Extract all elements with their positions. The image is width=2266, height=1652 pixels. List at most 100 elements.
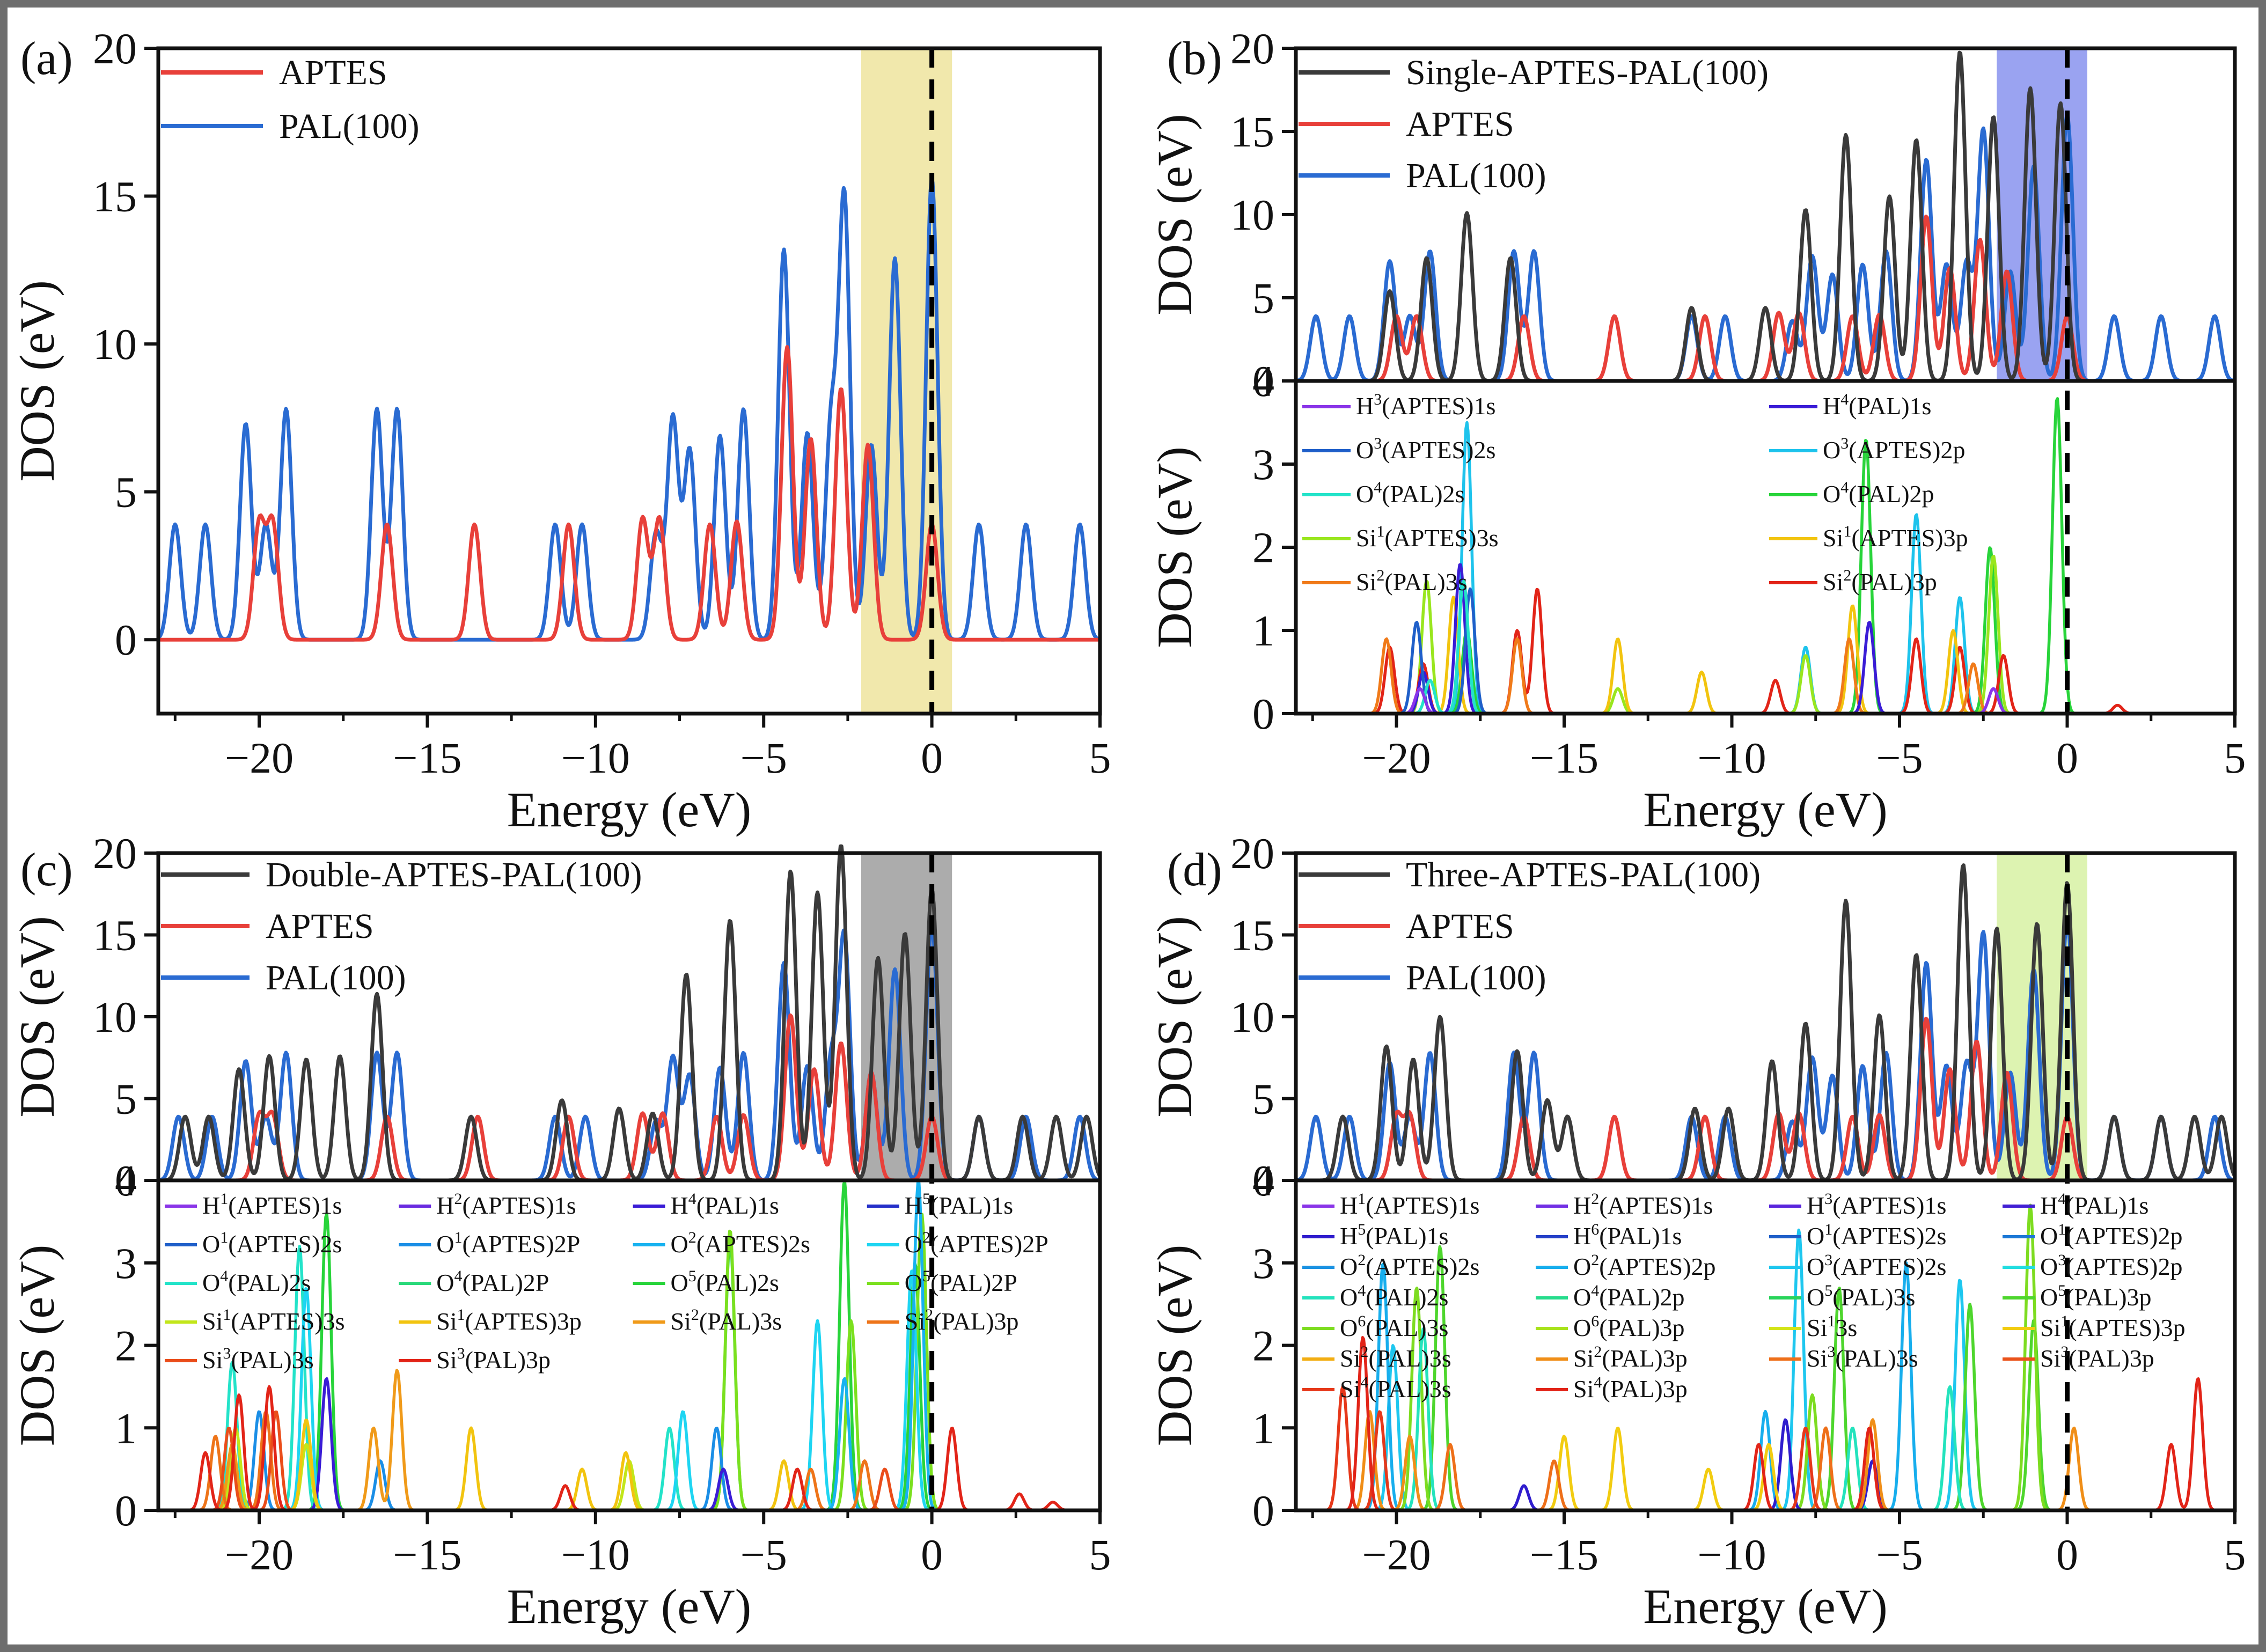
pdos-legend-label: O1(APTES)2s — [202, 1229, 342, 1258]
x-tick-label: −20 — [1362, 733, 1431, 782]
y-tick-label: 1 — [1252, 606, 1274, 655]
pdos-legend-label: Si13s — [1807, 1312, 1857, 1341]
y-tick-label: 5 — [1252, 1075, 1274, 1124]
pdos-legend-label: Si2(PAL)3p — [905, 1306, 1019, 1335]
y-tick-label: 0 — [115, 1486, 137, 1535]
y-tick-label: 3 — [1252, 1239, 1274, 1288]
x-tick-label: 0 — [2056, 733, 2078, 782]
pdos-legend-label: H3(APTES)1s — [1807, 1190, 1946, 1219]
y-tick-label: 20 — [1230, 829, 1274, 878]
legend-label: PAL(100) — [266, 958, 406, 997]
legend-label: APTES — [279, 53, 387, 92]
series-line — [157, 177, 1101, 642]
y-tick-label: 0 — [1252, 357, 1274, 406]
pdos-legend-label: H5(PAL)1s — [1340, 1221, 1448, 1250]
panel-letter: (d) — [1167, 844, 1222, 896]
y-tick-label: 15 — [93, 172, 137, 221]
pdos-legend-label: O3(APTES)2p — [1823, 435, 1965, 464]
legend-label: PAL(100) — [279, 107, 420, 146]
y-tick-label: 15 — [93, 911, 137, 960]
pdos-legend-label: H4(PAL)1s — [671, 1190, 779, 1219]
pdos-legend-label: O3(APTES)2p — [2040, 1251, 2182, 1280]
y-tick-label: 0 — [1252, 1156, 1274, 1205]
y-tick-label: 3 — [1252, 440, 1274, 489]
pdos-legend-label: Si4(PAL)3p — [1573, 1374, 1688, 1403]
pdos-legend-label: O3(APTES)2s — [1356, 435, 1495, 464]
x-tick-label: −15 — [393, 1530, 461, 1579]
x-tick-label: −5 — [740, 1530, 787, 1579]
y-tick-label: 20 — [93, 829, 137, 878]
x-tick-label: 0 — [921, 1530, 943, 1579]
pdos-legend-label: H4(PAL)1s — [2040, 1190, 2148, 1219]
y-tick-label: 10 — [1230, 993, 1274, 1041]
series-line — [1295, 863, 2237, 1183]
pdos-legend-label: Si2(PAL)3s — [671, 1306, 782, 1335]
pdos-legend-label: Si1(APTES)3p — [436, 1306, 582, 1335]
pdos-legend-label: Si2(PAL)3s — [1340, 1343, 1451, 1372]
pdos-legend-label: O2(APTES)2p — [1573, 1251, 1715, 1280]
y-tick-label: 5 — [1252, 274, 1274, 322]
pdos-legend-label: O4(PAL)2s — [1340, 1282, 1448, 1311]
x-tick-label: 0 — [921, 733, 943, 782]
y-axis-label: DOS (eV) — [10, 1245, 64, 1447]
panel-a: −20 −15 −10 −5 0 5 0 5 10 15 20 Energy (eV) DOS (eV)… — [10, 24, 1111, 837]
y-tick-label: 10 — [93, 320, 137, 369]
pdos-legend-label: O5(PAL)2s — [671, 1267, 779, 1296]
pdos-legend-label: Si3(PAL)3p — [2040, 1343, 2154, 1372]
y-tick-label: 1 — [115, 1404, 137, 1452]
pdos-legend-label: O2(APTES)2s — [671, 1229, 810, 1258]
y-tick-label: 2 — [1252, 523, 1274, 572]
pdos-legend-label: H1(APTES)1s — [1340, 1190, 1479, 1219]
y-tick-label: 10 — [93, 993, 137, 1041]
series-line — [157, 844, 1102, 1183]
y-axis-label: DOS (eV) — [1147, 1245, 1202, 1447]
pdos-legend-label: O2(APTES)2P — [905, 1229, 1048, 1258]
pdos-legend-label: Si1(APTES)3p — [1823, 523, 1968, 552]
panel-d: −20 −15 −10 −5 0 5 0 5 10 15 20 0 1 2 3 4 Energy (eV) DOS… — [1147, 829, 2246, 1634]
legend-label: Double-APTES-PAL(100) — [266, 855, 642, 894]
x-tick-label: −5 — [1876, 1530, 1923, 1579]
pdos-legend-label: H1(APTES)1s — [202, 1190, 342, 1219]
y-tick-label: 2 — [115, 1321, 137, 1370]
pdos-legend-label: O1(APTES)2s — [1807, 1221, 1946, 1250]
y-tick-label: 3 — [115, 1239, 137, 1288]
y-tick-label: 0 — [1252, 1486, 1274, 1535]
pdos-legend-label: H5(PAL)1s — [905, 1190, 1013, 1219]
legend-label: Three-APTES-PAL(100) — [1406, 855, 1761, 894]
series-line — [157, 345, 1101, 642]
x-tick-label: −10 — [1697, 1530, 1766, 1579]
series-line — [1295, 50, 2236, 383]
x-tick-label: −10 — [561, 1530, 630, 1579]
pdos-legend-label: O5(PAL)3p — [2040, 1282, 2152, 1311]
pdos-legend-label: Si1(APTES)3s — [202, 1306, 345, 1335]
y-tick-label: 15 — [1230, 911, 1274, 960]
x-tick-label: −5 — [740, 733, 787, 782]
x-tick-label: −20 — [225, 733, 294, 782]
y-tick-label: 2 — [1252, 1321, 1274, 1370]
x-axis-label: Energy (eV) — [1643, 782, 1888, 837]
pdos-legend-label: O6(PAL)3s — [1340, 1312, 1448, 1341]
y-tick-label: 1 — [1252, 1404, 1274, 1452]
x-tick-label: −15 — [393, 733, 461, 782]
panel-b: −20 −15 −10 −5 0 5 0 5 10 15 20 0 1 2 3 4 Energy (eV) DOS… — [1147, 24, 2246, 837]
pdos-legend-label: H2(APTES)1s — [1573, 1190, 1713, 1219]
y-tick-label: 0 — [115, 615, 137, 664]
legend-label: APTES — [1406, 105, 1514, 144]
axes-frame — [156, 46, 1102, 716]
pdos-legend-label: O6(PAL)3p — [1573, 1312, 1685, 1341]
x-tick-label: 5 — [2224, 1530, 2246, 1579]
pdos-legend-label: O5(PAL)3s — [1807, 1282, 1915, 1311]
pdos-legend-label: Si4(PAL)3s — [1340, 1374, 1451, 1403]
x-axis-label: Energy (eV) — [507, 782, 752, 837]
legend-label: PAL(100) — [1406, 958, 1546, 997]
x-tick-label: 0 — [2056, 1530, 2078, 1579]
y-tick-label: 0 — [1252, 689, 1274, 738]
legend-label: APTES — [266, 907, 374, 946]
y-tick-label: 10 — [1230, 190, 1274, 239]
pdos-legend-label: Si2(PAL)3p — [1823, 567, 1937, 596]
legend-label: Single-APTES-PAL(100) — [1406, 53, 1769, 92]
panel-letter: (b) — [1167, 33, 1222, 85]
x-tick-label: 5 — [1089, 1530, 1111, 1579]
x-tick-label: −10 — [1697, 733, 1766, 782]
x-tick-label: −15 — [1530, 733, 1598, 782]
